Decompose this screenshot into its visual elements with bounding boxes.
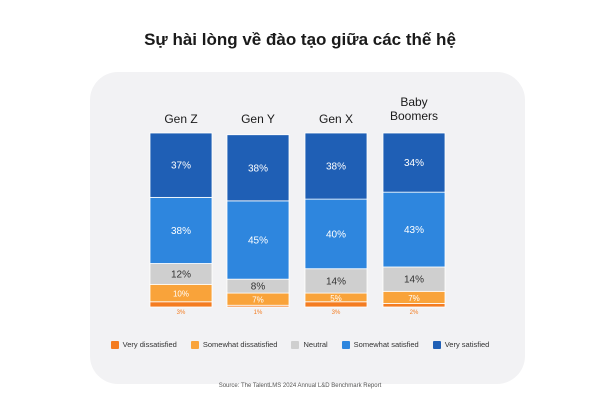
bar-segment xyxy=(304,198,368,270)
legend-item-neutral: Neutral xyxy=(291,340,328,349)
legend-label: Somewhat satisfied xyxy=(353,340,419,349)
data-label: 34% xyxy=(404,158,424,169)
legend-item-somewhat-dissatisfied: Somewhat dissatisfied xyxy=(190,340,278,349)
legend-label: Somewhat dissatisfied xyxy=(202,340,278,349)
data-label: 3% xyxy=(177,310,186,316)
legend-label: Very dissatisfied xyxy=(122,340,177,349)
bar-segment xyxy=(382,266,446,292)
legend-swatch xyxy=(110,340,119,349)
bar-segment xyxy=(304,268,368,294)
data-label: 38% xyxy=(248,163,268,174)
data-label: 14% xyxy=(326,276,346,287)
bar-segment xyxy=(382,303,446,308)
data-label: 37% xyxy=(171,161,191,172)
legend: Very dissatisfied Somewhat dissatisfied … xyxy=(0,340,600,349)
bar-segment xyxy=(382,132,446,193)
category-label: Baby xyxy=(400,95,427,109)
category-label: Gen X xyxy=(319,112,353,126)
source-note: Source: The TalentLMS 2024 Annual L&D Be… xyxy=(218,383,382,389)
bar-segment xyxy=(149,196,213,264)
data-label: 7% xyxy=(252,296,264,305)
data-label: 12% xyxy=(171,269,191,280)
data-label: 10% xyxy=(173,290,189,299)
legend-label: Very satisfied xyxy=(444,340,490,349)
bar-segment xyxy=(149,132,213,198)
legend-swatch xyxy=(341,340,350,349)
data-label: 1% xyxy=(254,310,263,316)
data-label: 7% xyxy=(408,294,420,303)
bar-segment xyxy=(226,134,290,202)
legend-item-somewhat-satisfied: Somewhat satisfied xyxy=(341,340,419,349)
data-label: 3% xyxy=(332,310,341,316)
data-label: 45% xyxy=(248,236,268,247)
bar-segment xyxy=(226,200,290,280)
data-label: 8% xyxy=(251,282,266,293)
legend-swatch xyxy=(432,340,441,349)
data-label: 2% xyxy=(410,310,419,316)
category-label: Gen Z xyxy=(164,112,197,126)
chart-title: Sự hài lòng về đào tạo giữa các thế hệ xyxy=(144,30,456,49)
data-label: 43% xyxy=(404,225,424,236)
data-label: 14% xyxy=(404,275,424,286)
legend-item-very-satisfied: Very satisfied xyxy=(432,340,490,349)
data-label: 38% xyxy=(326,162,346,173)
bar-segment xyxy=(304,132,368,200)
bar-segment xyxy=(382,191,446,268)
legend-item-very-dissatisfied: Very dissatisfied xyxy=(110,340,177,349)
category-label: Gen Y xyxy=(241,112,275,126)
data-label: 40% xyxy=(326,229,346,240)
legend-swatch xyxy=(190,340,199,349)
legend-swatch xyxy=(291,340,300,349)
bar-segment xyxy=(149,301,213,308)
legend-label: Neutral xyxy=(303,340,328,349)
category-label: Boomers xyxy=(390,109,438,123)
data-label: 5% xyxy=(330,294,342,303)
data-label: 38% xyxy=(171,226,191,237)
